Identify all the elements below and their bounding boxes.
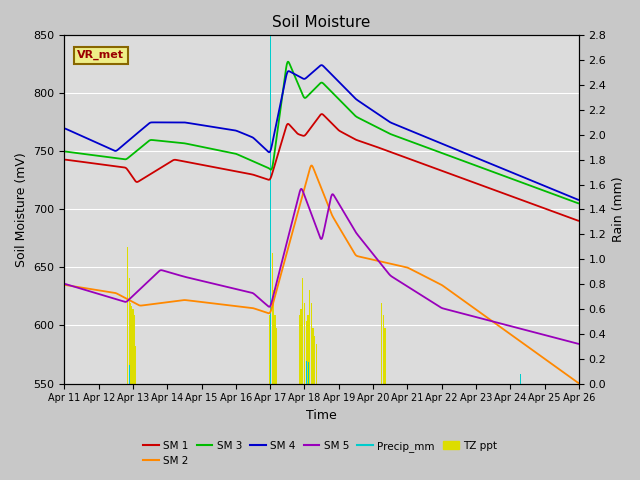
Bar: [275, 315, 276, 384]
Bar: [309, 290, 310, 384]
Bar: [132, 309, 134, 384]
Bar: [305, 361, 307, 384]
Bar: [299, 315, 300, 384]
Bar: [305, 321, 307, 384]
Bar: [130, 303, 131, 384]
Bar: [271, 253, 273, 384]
Bar: [385, 327, 386, 384]
X-axis label: Time: Time: [307, 409, 337, 422]
Bar: [131, 306, 132, 384]
Bar: [381, 303, 382, 384]
Bar: [316, 344, 317, 384]
Bar: [300, 309, 301, 384]
Y-axis label: Soil Moisture (mV): Soil Moisture (mV): [15, 152, 28, 267]
Bar: [127, 247, 129, 384]
Bar: [520, 373, 521, 384]
Bar: [133, 315, 134, 384]
Bar: [383, 315, 384, 384]
Bar: [276, 327, 277, 384]
Y-axis label: Rain (mm): Rain (mm): [612, 177, 625, 242]
Title: Soil Moisture: Soil Moisture: [273, 15, 371, 30]
Bar: [314, 336, 316, 384]
Bar: [302, 278, 303, 384]
Bar: [304, 303, 305, 384]
Bar: [270, 36, 271, 384]
Bar: [308, 362, 309, 384]
Bar: [311, 303, 312, 384]
Bar: [270, 278, 271, 384]
Bar: [269, 315, 270, 384]
Bar: [307, 315, 308, 384]
Bar: [273, 290, 274, 384]
Bar: [134, 346, 136, 384]
Bar: [129, 365, 130, 384]
Bar: [129, 278, 130, 384]
Text: VR_met: VR_met: [77, 50, 124, 60]
Legend: SM 1, SM 2, SM 3, SM 4, SM 5, Precip_mm, TZ ppt: SM 1, SM 2, SM 3, SM 4, SM 5, Precip_mm,…: [139, 436, 501, 470]
Bar: [312, 327, 314, 384]
